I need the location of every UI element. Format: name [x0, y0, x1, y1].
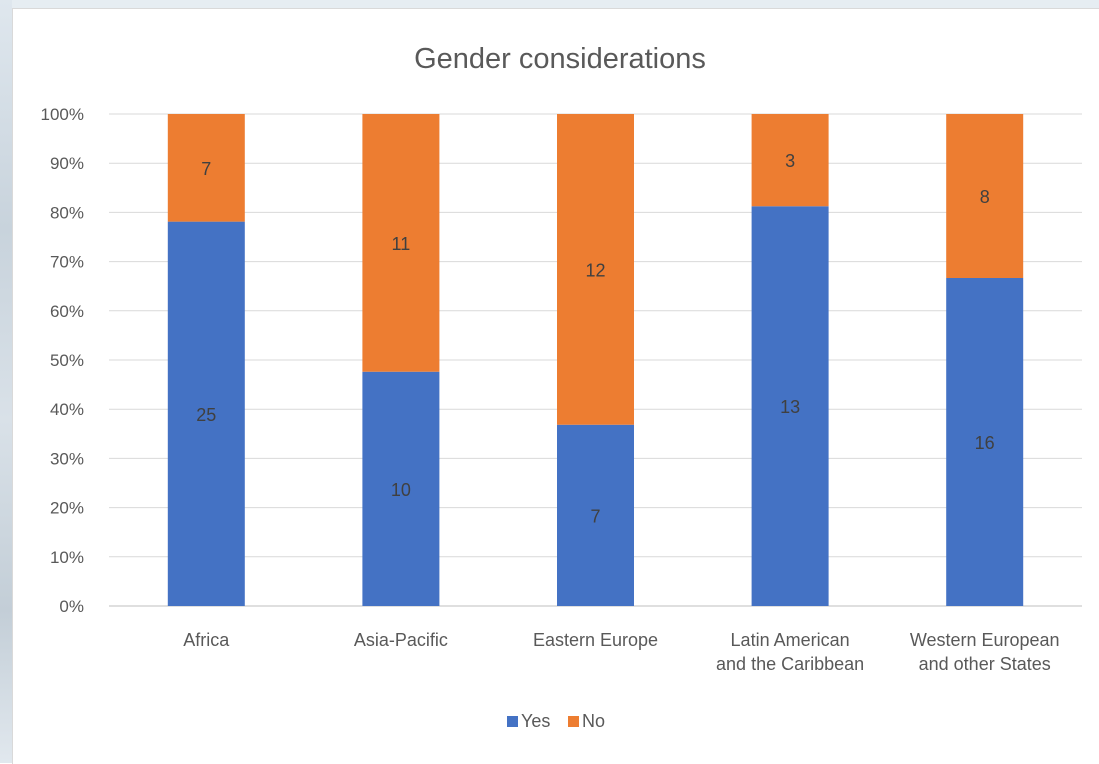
bar-no [557, 114, 634, 425]
data-label: 7 [201, 159, 211, 179]
x-category-label: Eastern Europe [533, 630, 658, 650]
x-category-label: and the Caribbean [716, 654, 864, 674]
y-axis-ticks: 0% 10% 20% 30% 40% 50% 60% 70% 80% 90% 100% [41, 105, 84, 616]
data-label: 12 [585, 260, 605, 280]
bar-yes [167, 221, 245, 606]
bar-yes [557, 424, 634, 606]
x-category-label: Asia-Pacific [354, 630, 448, 650]
y-tick-label: 50% [50, 351, 84, 370]
y-tick-label: 0% [59, 597, 84, 616]
legend-label-no: No [582, 711, 605, 731]
data-label: 8 [980, 187, 990, 207]
y-tick-label: 100% [41, 105, 84, 124]
bar-no [167, 114, 245, 222]
data-label: 13 [780, 397, 800, 417]
data-label: 16 [975, 433, 995, 453]
data-label: 3 [785, 151, 795, 171]
y-tick-label: 70% [50, 253, 84, 272]
y-tick-label: 60% [50, 302, 84, 321]
data-label: 25 [196, 405, 216, 425]
legend-swatch-no [568, 716, 579, 727]
chart-title: Gender considerations [414, 43, 706, 75]
y-tick-label: 90% [50, 154, 84, 173]
legend-label-yes: Yes [521, 711, 550, 731]
bar-no [362, 114, 440, 372]
x-axis-labels: Africa Asia-Pacific Eastern Europe Latin Am… [183, 630, 1059, 674]
data-label: 10 [391, 480, 411, 500]
legend: Yes No [507, 711, 605, 731]
y-tick-label: 40% [50, 400, 84, 419]
bar-yes [362, 371, 440, 606]
background-edge [0, 0, 12, 763]
bar-yes [751, 206, 829, 606]
x-category-label: Africa [183, 630, 230, 650]
data-label: 11 [392, 234, 411, 254]
y-tick-label: 80% [50, 203, 84, 222]
bar-yes [946, 278, 1024, 606]
y-tick-label: 30% [50, 449, 84, 468]
bar-no [751, 114, 829, 207]
x-category-label: and other States [919, 654, 1051, 674]
window-top-strip [0, 0, 1099, 8]
y-tick-label: 20% [50, 499, 84, 518]
x-category-label: Latin American [731, 630, 850, 650]
x-category-label: Western European [910, 630, 1060, 650]
y-tick-label: 10% [50, 548, 84, 567]
bar-no [946, 114, 1024, 278]
bars: 25 7 10 11 7 12 13 3 16 8 [167, 114, 1024, 606]
legend-swatch-yes [507, 716, 518, 727]
data-label: 7 [590, 506, 600, 526]
